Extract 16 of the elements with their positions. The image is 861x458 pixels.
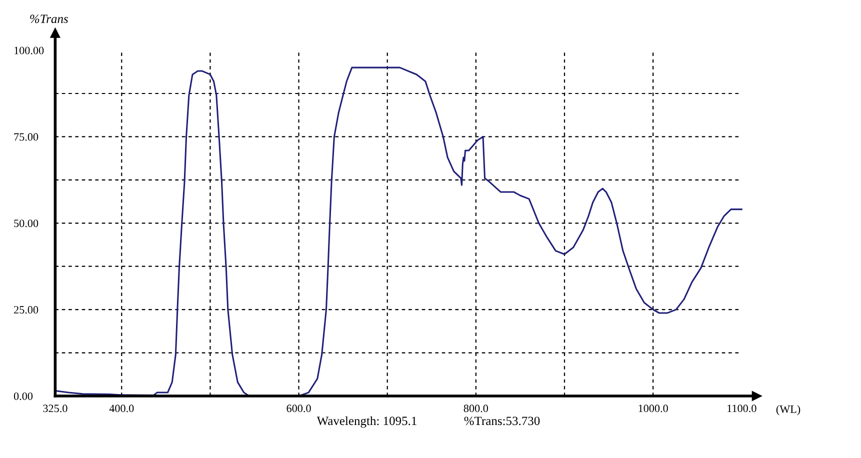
x-axis-title: (WL) xyxy=(776,405,800,416)
y-tick-label: 25.00 xyxy=(14,306,38,314)
x-tick-label: 325.0 xyxy=(43,404,68,412)
x-tick-label: 600.0 xyxy=(286,404,311,412)
y-tick-label: 100.00 xyxy=(14,46,44,54)
line-series xyxy=(55,66,742,396)
x-tick-label: 800.0 xyxy=(464,404,488,412)
y-tick-label: 0.00 xyxy=(14,392,33,400)
x-tick-label: 1000.0 xyxy=(638,404,668,412)
text: Wavelength: 1095.1 xyxy=(316,416,416,428)
text: %Trans:53.730 xyxy=(464,416,540,426)
x-tick-label: 400.0 xyxy=(109,404,134,412)
y-axis-title: %Trans xyxy=(30,14,68,24)
y-tick-label: 50.00 xyxy=(14,220,38,228)
y-tick-label: 75.00 xyxy=(14,133,38,141)
x-tick-label: 1100.0 xyxy=(728,404,756,412)
